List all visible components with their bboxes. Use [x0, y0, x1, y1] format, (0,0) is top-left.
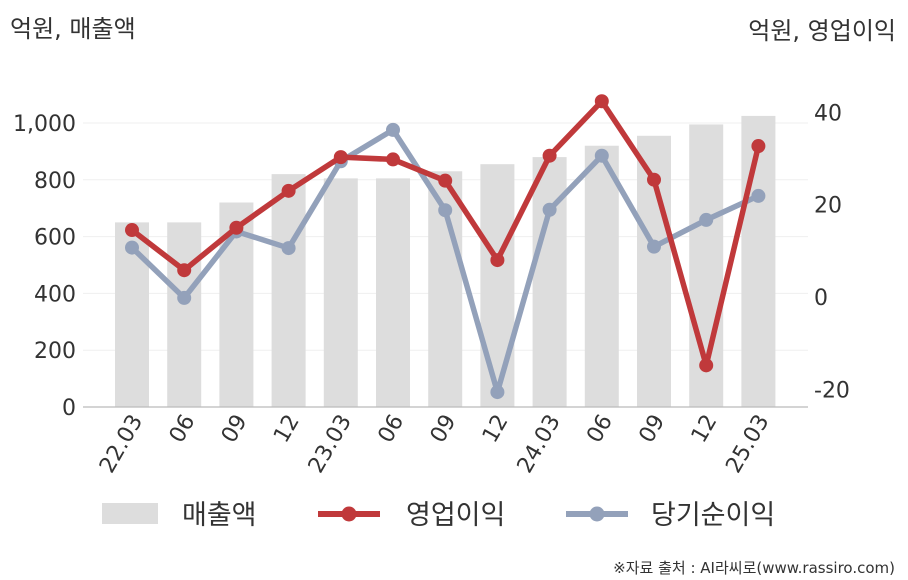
- x-tick-label: 09: [426, 411, 462, 448]
- point-net-income: [125, 240, 139, 255]
- point-net-income: [542, 202, 557, 217]
- legend-marker: [341, 506, 357, 522]
- legend-swatch: [102, 503, 158, 524]
- x-tick-label: 09: [635, 411, 671, 448]
- point-operating-profit: [125, 223, 139, 238]
- bar-sales: [584, 145, 619, 407]
- right-tick-label: 40: [814, 101, 842, 126]
- point-net-income: [699, 212, 714, 227]
- point-net-income: [438, 203, 453, 218]
- legend-label: 당기순이익: [651, 500, 775, 531]
- point-net-income: [386, 122, 400, 137]
- bar-sales: [323, 178, 358, 407]
- point-operating-profit: [647, 172, 661, 187]
- point-operating-profit: [699, 358, 714, 373]
- x-tick-label: 12: [269, 411, 305, 448]
- point-operating-profit: [177, 263, 192, 278]
- bar-sales: [167, 222, 202, 407]
- point-operating-profit: [333, 150, 348, 165]
- right-axis-title: 억원, 영업이익: [748, 17, 896, 45]
- x-tick-label: 23.03: [304, 411, 357, 478]
- legend-item: 영업이익: [318, 500, 505, 531]
- profit-lines: [125, 94, 766, 400]
- x-tick-label: 09: [217, 411, 253, 448]
- point-operating-profit: [594, 94, 609, 109]
- point-operating-profit: [229, 220, 244, 235]
- point-net-income: [490, 385, 505, 400]
- point-net-income: [594, 148, 609, 163]
- x-tick-label: 22.03: [95, 411, 148, 478]
- x-axis-ticks: 22.03 06 09 12 23.03 06 09 12 24.03 06 09 12 25.03: [95, 411, 775, 478]
- left-tick-label: 1,000: [13, 112, 76, 137]
- point-net-income: [751, 188, 766, 203]
- x-tick-label: 06: [165, 411, 201, 448]
- point-operating-profit: [542, 148, 557, 163]
- legend-item: 당기순이익: [566, 500, 775, 531]
- point-operating-profit: [281, 183, 296, 198]
- bar-sales: [741, 115, 776, 408]
- legend-item: 매출액: [102, 500, 257, 531]
- x-tick-label: 25.03: [721, 411, 774, 478]
- right-tick-label: 0: [814, 286, 828, 311]
- point-net-income: [647, 239, 661, 254]
- point-operating-profit: [751, 139, 766, 154]
- left-tick-label: 400: [34, 282, 76, 307]
- legend-marker: [589, 506, 605, 522]
- left-axis-ticks: 0 200 400 600 800 1,000: [13, 112, 76, 421]
- left-tick-label: 800: [34, 169, 76, 194]
- bar-sales: [376, 178, 410, 407]
- point-operating-profit: [490, 253, 505, 268]
- point-net-income: [177, 290, 192, 305]
- x-tick-label: 12: [478, 411, 514, 448]
- point-operating-profit: [438, 173, 453, 188]
- x-tick-label: 12: [687, 411, 723, 448]
- left-tick-label: 600: [34, 226, 76, 251]
- left-tick-label: 200: [34, 339, 76, 364]
- legend-label: 영업이익: [406, 500, 505, 531]
- right-tick-label: -20: [814, 378, 850, 403]
- x-tick-label: 24.03: [513, 411, 566, 478]
- source-note: ※자료 출처 : AI라씨로(www.rassiro.com): [613, 559, 895, 577]
- right-axis-ticks: -20 0 20 40: [814, 101, 850, 403]
- legend: 매출액 영업이익 당기순이익: [102, 500, 775, 531]
- x-tick-label: 06: [582, 411, 618, 448]
- legend-label: 매출액: [182, 500, 257, 531]
- bar-sales: [271, 174, 306, 407]
- left-tick-label: 0: [62, 396, 76, 421]
- point-operating-profit: [386, 152, 400, 167]
- right-tick-label: 20: [814, 194, 842, 219]
- bar-sales: [480, 164, 515, 407]
- left-axis-title: 억원, 매출액: [10, 15, 136, 43]
- x-tick-label: 06: [374, 411, 410, 448]
- point-net-income: [281, 241, 296, 256]
